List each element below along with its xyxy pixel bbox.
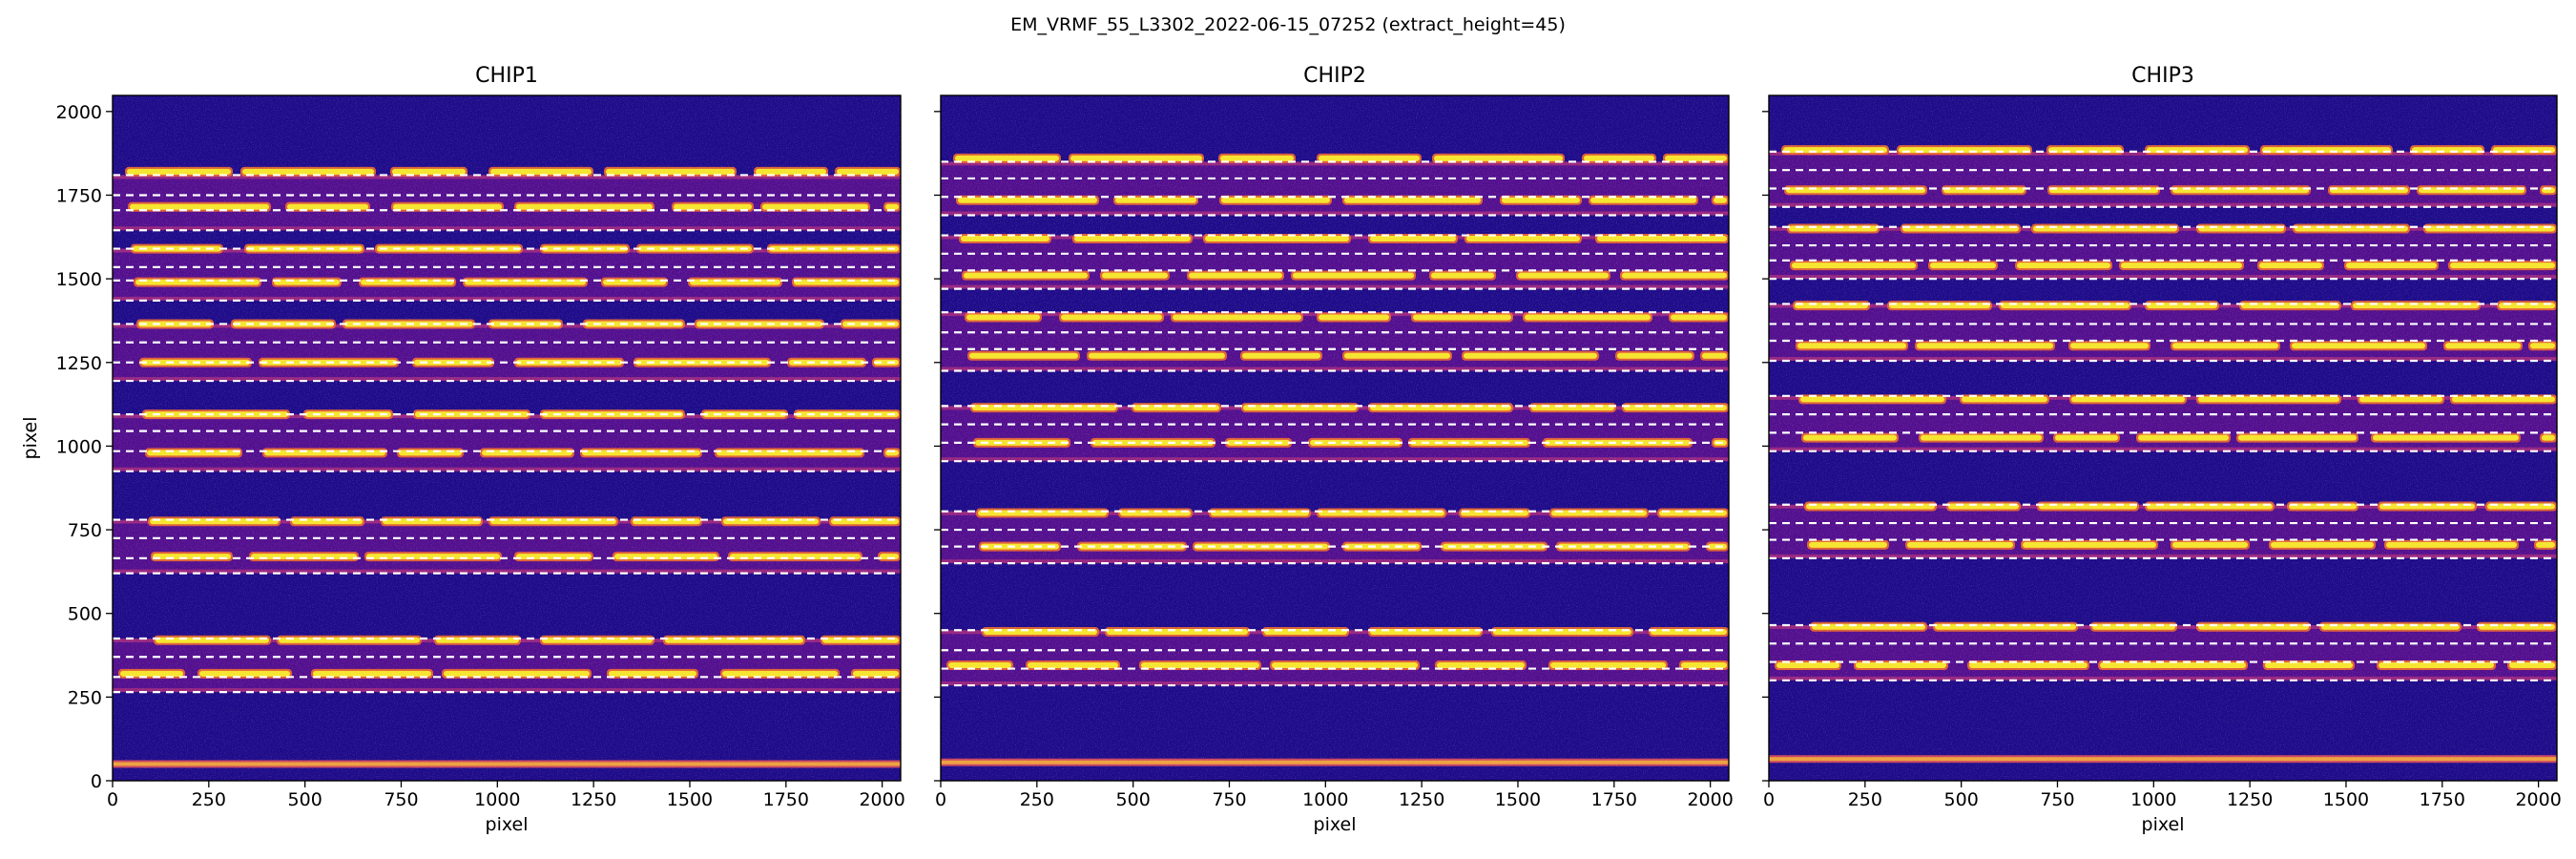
chip-panel-2: CHIP2 0 250 500 750 1000 1250 1500 1750 2000 pixel	[934, 64, 1734, 835]
x-tick-label: 750	[2040, 789, 2074, 810]
y-tick-label: 500	[68, 604, 102, 625]
y-tick-label: 2000	[56, 102, 102, 123]
x-tick-label: 1000	[1302, 789, 1348, 810]
x-tick-label: 250	[1020, 789, 1054, 810]
x-tick-label: 750	[384, 789, 418, 810]
x-tick-label: 1250	[571, 789, 616, 810]
axes-frame	[940, 94, 1730, 782]
panel-title: CHIP3	[2131, 64, 2194, 88]
axes-frame	[1768, 94, 2558, 782]
y-axis-label: pixel	[20, 417, 41, 460]
x-tick-label: 0	[107, 789, 118, 810]
x-tick-label: 2000	[2515, 789, 2561, 810]
y-tick-label: 0	[91, 771, 102, 792]
x-tick-label: 1750	[1591, 789, 1637, 810]
x-tick-label: 1750	[2420, 789, 2465, 810]
y-tick-label: 250	[68, 687, 102, 708]
axes-frame	[112, 94, 902, 782]
x-tick-label: 1500	[2323, 789, 2369, 810]
y-tick-label: 1000	[56, 436, 102, 457]
x-axis-label: pixel	[1314, 814, 1357, 835]
y-tick-label: 1250	[56, 353, 102, 374]
panel-title: CHIP2	[1303, 64, 1366, 88]
x-tick-label: 1750	[763, 789, 809, 810]
figure-suptitle: EM_VRMF_55_L3302_2022-06-15_07252 (extra…	[1010, 14, 1566, 35]
x-tick-label: 500	[1116, 789, 1151, 810]
y-tick-label: 1500	[56, 269, 102, 290]
x-axis-label: pixel	[486, 814, 529, 835]
image-noise	[941, 95, 1729, 781]
panel-title: CHIP1	[475, 64, 538, 88]
x-tick-label: 1500	[667, 789, 713, 810]
x-tick-label: 500	[1944, 789, 1979, 810]
x-tick-label: 2000	[1687, 789, 1733, 810]
x-tick-label: 0	[935, 789, 946, 810]
x-tick-label: 1000	[2130, 789, 2176, 810]
x-tick-label: 250	[192, 789, 226, 810]
y-tick-label: 750	[68, 520, 102, 541]
x-tick-label: 0	[1763, 789, 1775, 810]
x-tick-label: 1000	[474, 789, 520, 810]
detector-image	[941, 95, 1729, 781]
panels-container: CHIP1 0 250 500 750 1000 1250 1500 1750 2000 0 250 5…	[20, 64, 2562, 835]
x-tick-label: 1250	[2227, 789, 2273, 810]
x-tick-label: 1250	[1399, 789, 1444, 810]
x-tick-label: 500	[288, 789, 322, 810]
x-tick-label: 750	[1212, 789, 1246, 810]
image-noise	[1769, 95, 2557, 781]
detector-image	[113, 95, 901, 781]
chip-panel-3: CHIP3 0 250 500 750 1000 1250 1500 1750 2000 pixel	[1762, 64, 2562, 835]
y-tick-label: 1750	[56, 185, 102, 206]
chip-panel-1: CHIP1 0 250 500 750 1000 1250 1500 1750 2000 0 250 5…	[20, 64, 905, 835]
x-tick-label: 250	[1848, 789, 1882, 810]
x-tick-label: 1500	[1495, 789, 1541, 810]
detector-image	[1769, 95, 2557, 781]
x-axis-label: pixel	[2142, 814, 2185, 835]
x-tick-label: 2000	[859, 789, 904, 810]
